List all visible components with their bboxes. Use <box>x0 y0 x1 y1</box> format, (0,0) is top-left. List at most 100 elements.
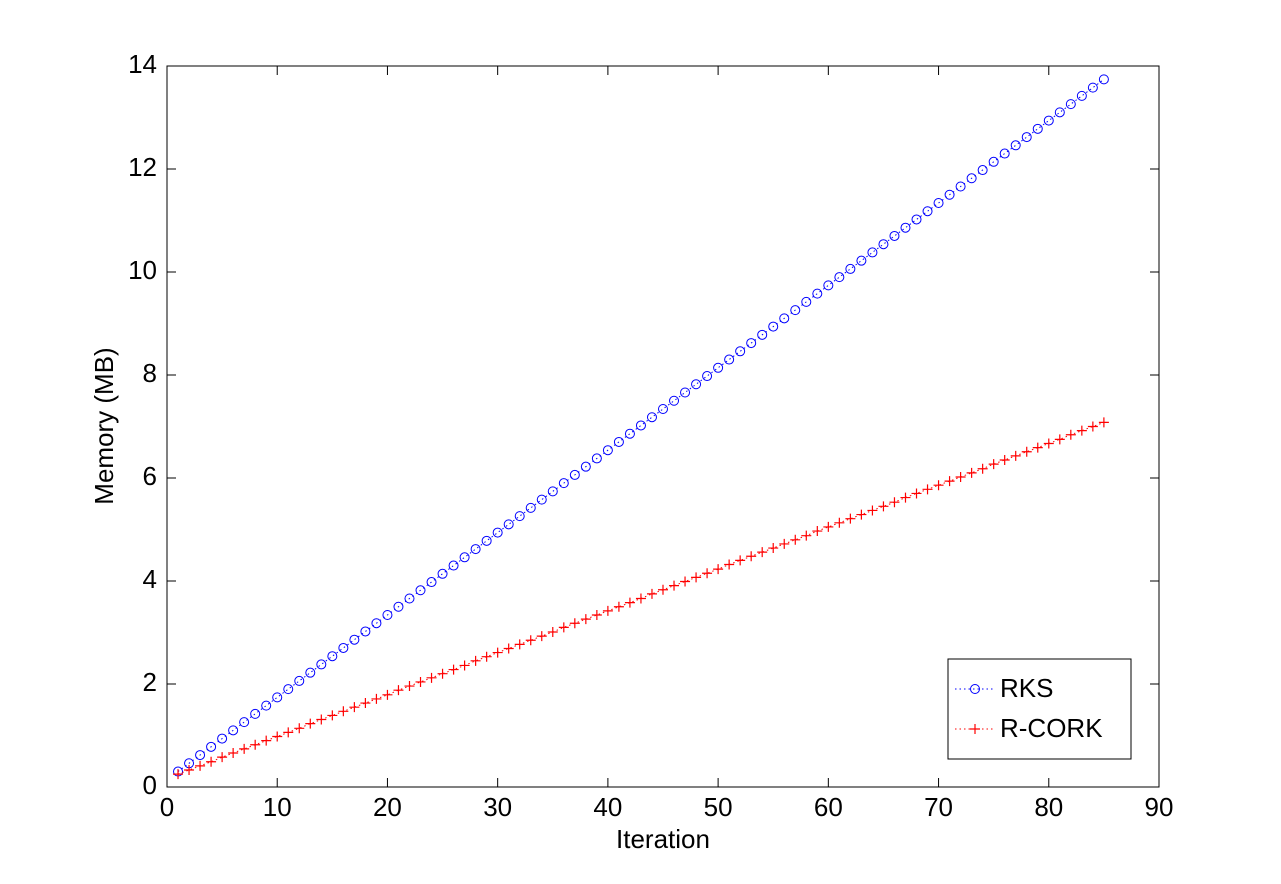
marker <box>889 230 900 241</box>
marker <box>591 609 602 620</box>
marker <box>867 247 878 258</box>
marker <box>525 635 536 646</box>
y-tick-label: 6 <box>143 461 157 491</box>
plot-frame <box>166 65 1160 788</box>
marker <box>658 403 668 414</box>
marker <box>757 547 768 558</box>
marker <box>569 469 580 480</box>
marker <box>735 555 746 566</box>
marker <box>1087 82 1098 93</box>
x-tick-label: 10 <box>263 792 292 822</box>
marker <box>437 568 448 579</box>
marker <box>1010 140 1021 151</box>
marker <box>933 480 944 491</box>
marker <box>834 272 845 283</box>
marker <box>492 647 503 658</box>
marker <box>514 511 525 522</box>
marker <box>922 206 933 217</box>
legend: RKS R-CORK <box>947 658 1132 760</box>
x-tick-label: 60 <box>814 792 843 822</box>
marker <box>999 454 1010 465</box>
marker <box>239 717 250 728</box>
marker <box>856 509 867 520</box>
marker <box>746 551 757 562</box>
marker <box>1032 123 1043 134</box>
marker <box>217 733 228 744</box>
marker <box>1032 442 1043 453</box>
marker <box>977 165 988 176</box>
legend-marker <box>970 684 980 694</box>
marker <box>382 609 393 620</box>
marker <box>988 459 999 470</box>
marker <box>834 517 845 528</box>
marker <box>779 538 790 549</box>
x-tick-label: 30 <box>483 792 512 822</box>
marker <box>790 534 801 545</box>
marker <box>768 321 779 332</box>
legend-box <box>947 658 1132 760</box>
y-tick-label: 2 <box>143 667 157 697</box>
marker <box>867 505 878 516</box>
x-tick-label: 90 <box>1145 792 1174 822</box>
y-tick-label: 10 <box>128 255 157 285</box>
marker <box>602 445 613 456</box>
legend-marker <box>970 724 980 734</box>
x-axis-label: Iteration <box>616 824 710 854</box>
marker <box>635 593 646 604</box>
marker <box>250 708 261 719</box>
marker <box>492 527 503 538</box>
marker <box>669 395 680 406</box>
marker <box>283 727 294 738</box>
marker <box>724 559 735 570</box>
marker <box>481 535 492 546</box>
marker <box>624 428 635 439</box>
marker <box>316 659 327 670</box>
marker <box>635 420 646 431</box>
marker <box>680 576 691 587</box>
marker <box>856 255 867 266</box>
x-tick-label: 80 <box>1034 792 1063 822</box>
marker <box>757 329 768 340</box>
marker <box>261 735 272 746</box>
marker <box>1098 417 1109 428</box>
marker <box>988 156 999 167</box>
marker <box>360 626 371 637</box>
marker <box>415 676 426 687</box>
marker <box>955 181 966 192</box>
marker <box>702 371 713 382</box>
marker <box>944 189 955 200</box>
marker <box>294 675 305 686</box>
marker <box>206 741 217 752</box>
y-tick-label: 4 <box>143 564 157 594</box>
marker <box>580 461 591 472</box>
marker <box>316 714 327 725</box>
marker <box>195 760 206 771</box>
marker <box>812 526 823 537</box>
x-tick-label: 50 <box>704 792 733 822</box>
marker <box>294 723 305 734</box>
marker <box>371 618 382 629</box>
marker <box>1054 107 1065 118</box>
marker <box>503 643 514 654</box>
marker <box>713 362 724 373</box>
marker <box>1043 115 1054 126</box>
marker <box>393 601 404 612</box>
marker <box>173 769 184 780</box>
marker <box>591 453 602 464</box>
marker <box>1054 434 1065 445</box>
marker <box>459 552 470 563</box>
y-tick-label: 8 <box>143 358 157 388</box>
legend-label: RKS <box>1000 673 1053 703</box>
marker <box>250 739 261 750</box>
marker <box>305 667 316 678</box>
marker <box>691 572 702 583</box>
marker <box>239 743 250 754</box>
marker <box>558 478 569 489</box>
marker <box>999 148 1010 159</box>
marker <box>470 544 481 555</box>
x-tick-label: 0 <box>160 792 174 822</box>
marker <box>746 338 757 349</box>
marker <box>514 639 525 650</box>
marker <box>900 222 911 233</box>
